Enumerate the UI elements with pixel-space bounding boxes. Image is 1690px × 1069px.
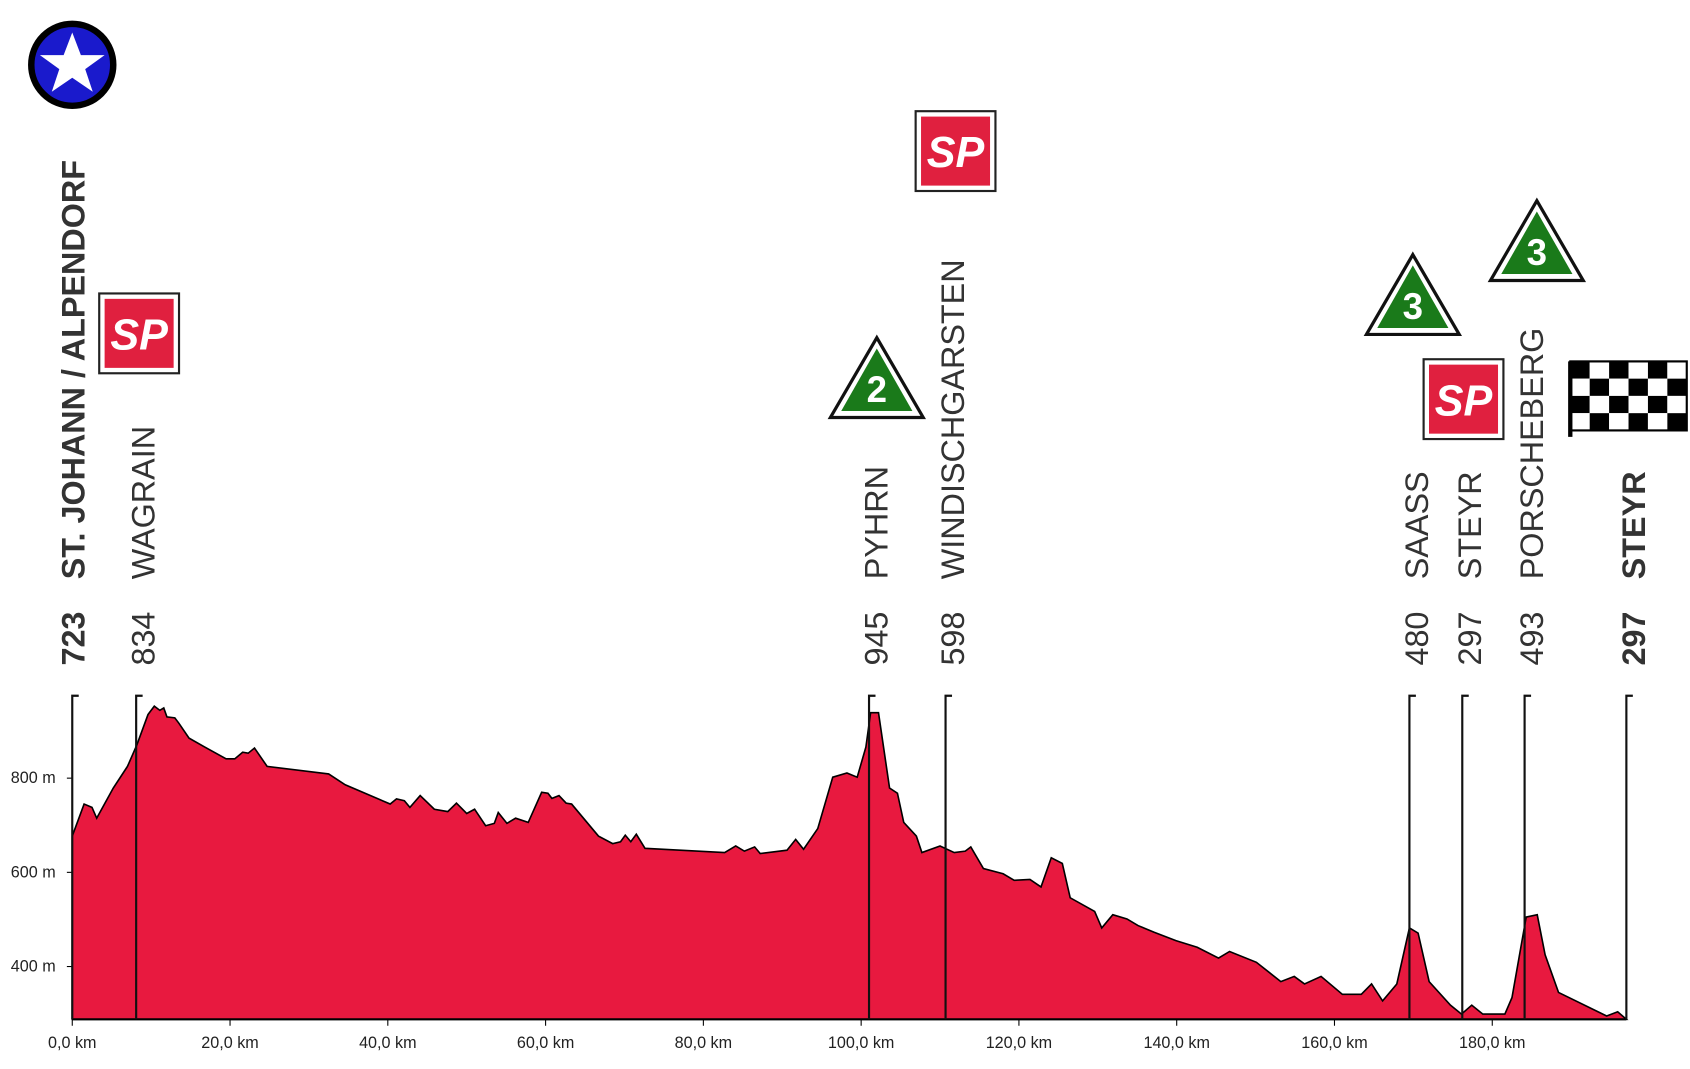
flag-square xyxy=(1667,395,1687,414)
waypoint-altitude: 723 xyxy=(55,612,91,666)
flag-square xyxy=(1570,413,1590,431)
waypoint-altitude: 493 xyxy=(1514,612,1550,666)
waypoint-marker xyxy=(1523,694,1532,1020)
flag-square xyxy=(1647,361,1668,379)
flag-square xyxy=(1628,361,1648,379)
y-tick-label: 800 m xyxy=(11,769,56,787)
climb-icon-inner xyxy=(1501,211,1573,275)
waypoint-altitude: 297 xyxy=(1616,612,1652,666)
waypoint-name: ST. JOHANN / ALPENDORF xyxy=(55,160,91,579)
x-tick-label: 20,0 km xyxy=(201,1034,258,1052)
flag-square xyxy=(1667,378,1687,396)
elevation-area xyxy=(71,704,1629,1021)
waypoint-name: SAASS xyxy=(1399,471,1435,579)
waypoint-altitude: 945 xyxy=(859,612,895,666)
waypoint-altitude: 834 xyxy=(126,612,162,666)
climb-icon-inner xyxy=(1377,265,1449,328)
climb-category: 3 xyxy=(1403,286,1423,327)
climb-icon-inner xyxy=(841,348,913,412)
y-tick-label: 600 m xyxy=(11,863,56,881)
flag-square xyxy=(1667,361,1687,379)
flag-square xyxy=(1667,413,1687,431)
flag-square xyxy=(1647,395,1668,414)
waypoint-name: PORSCHEBERG xyxy=(1514,328,1550,580)
waypoint-name: STEYR xyxy=(1616,471,1652,579)
flag-square xyxy=(1589,361,1610,379)
waypoint-name: PYHRN xyxy=(859,466,895,579)
waypoint-altitude: 598 xyxy=(935,612,971,666)
flag-square xyxy=(1570,361,1590,379)
y-tick-label: 400 m xyxy=(11,958,56,976)
flag-square xyxy=(1647,378,1668,396)
waypoint-marker xyxy=(944,694,953,1020)
waypoint-marker xyxy=(867,694,876,1020)
flag-square xyxy=(1609,395,1629,414)
x-tick-label: 100,0 km xyxy=(828,1034,894,1052)
flag-square xyxy=(1647,413,1668,431)
flag-square xyxy=(1609,361,1629,379)
x-tick-label: 0,0 km xyxy=(48,1034,96,1052)
sprint-label: SP xyxy=(1435,377,1493,425)
flag-square xyxy=(1628,413,1648,431)
flag-square xyxy=(1570,378,1590,396)
flag-square xyxy=(1609,378,1629,396)
flag-square xyxy=(1628,395,1648,414)
waypoint-marker xyxy=(1625,694,1633,1020)
flag-square xyxy=(1589,378,1610,396)
flag-square xyxy=(1628,378,1648,396)
start-icon xyxy=(28,20,117,110)
waypoint-altitude: 480 xyxy=(1399,612,1435,666)
flag-square xyxy=(1609,413,1629,431)
waypoint-altitude: 297 xyxy=(1452,612,1488,666)
flag-square xyxy=(1570,395,1590,414)
x-tick-label: 140,0 km xyxy=(1143,1034,1209,1052)
waypoint-name: WINDISCHGARSTEN xyxy=(935,259,971,579)
flag-square xyxy=(1589,413,1610,431)
waypoint-name: WAGRAIN xyxy=(126,426,162,579)
x-tick-label: 180,0 km xyxy=(1459,1034,1525,1052)
x-tick-label: 160,0 km xyxy=(1301,1034,1367,1052)
flag-square xyxy=(1589,395,1610,414)
waypoint-marker xyxy=(1461,694,1469,1020)
sprint-label: SP xyxy=(110,312,168,360)
sprint-icon-inner xyxy=(104,298,174,368)
x-tick-label: 80,0 km xyxy=(675,1034,732,1052)
finish-flag xyxy=(1568,360,1688,437)
waypoint-marker xyxy=(71,694,79,1020)
sprint-label: SP xyxy=(927,129,985,177)
sprint-icon-inner xyxy=(1429,364,1499,434)
x-tick-label: 40,0 km xyxy=(359,1034,416,1052)
climb-category: 2 xyxy=(867,369,887,410)
waypoint-marker xyxy=(135,694,143,1020)
waypoint-marker xyxy=(1408,694,1416,1020)
x-tick-label: 60,0 km xyxy=(517,1034,574,1052)
x-tick-label: 120,0 km xyxy=(986,1034,1052,1052)
sprint-icon-inner xyxy=(921,116,991,186)
climb-category: 3 xyxy=(1527,232,1547,273)
waypoint-name: STEYR xyxy=(1452,471,1488,579)
